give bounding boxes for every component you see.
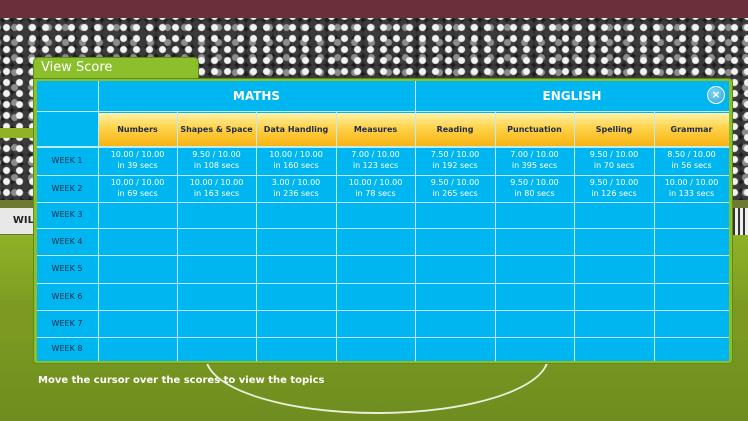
- grid-line: [37, 202, 729, 203]
- score-cell[interactable]: 8.50 / 10.00 in 56 secs: [654, 149, 729, 171]
- grid-line: [177, 112, 178, 361]
- column-header-reading: Reading: [436, 125, 474, 134]
- score-cell[interactable]: 10.00 / 10.00 in 78 secs: [336, 177, 415, 199]
- row-label-week-2: WEEK 2: [51, 184, 83, 193]
- hint-text: Move the cursor over the scores to view …: [38, 375, 325, 386]
- row-label-week-1: WEEK 1: [51, 156, 83, 165]
- score-cell[interactable]: 9.50 / 10.00 in 265 secs: [415, 177, 495, 199]
- score-value: 10.00 / 10.00: [110, 150, 165, 159]
- column-header-bg: [98, 113, 177, 146]
- score-time: in 133 secs: [668, 189, 715, 198]
- column-header-grammar: Grammar: [670, 125, 713, 134]
- score-value: 10.00 / 10.00: [664, 178, 719, 187]
- score-value: 3.00 / 10.00: [271, 178, 321, 187]
- score-cell[interactable]: 7.00 / 10.00 in 123 secs: [336, 149, 415, 171]
- grid-line: [37, 147, 729, 148]
- score-cell[interactable]: 7.50 / 10.00 in 192 secs: [415, 149, 495, 171]
- score-value: 7.00 / 10.00: [351, 150, 400, 159]
- column-header-bg: [415, 113, 495, 146]
- score-time: in 160 secs: [273, 161, 319, 170]
- score-value: 10.00 / 10.00: [110, 178, 165, 187]
- score-cell[interactable]: 10.00 / 10.00 in 69 secs: [98, 177, 177, 199]
- grid-line: [37, 310, 729, 311]
- score-value: 8.50 / 10.00: [667, 150, 716, 159]
- score-cell[interactable]: 10.00 / 10.00 in 39 secs: [98, 149, 177, 171]
- column-header-bg: [177, 113, 256, 146]
- score-value: 9.50 / 10.00: [430, 178, 480, 187]
- stadium-banner-right: [730, 208, 748, 238]
- grid-line: [37, 255, 729, 256]
- score-cell[interactable]: 9.50 / 10.00 in 70 secs: [574, 149, 654, 171]
- row-label-week-4: WEEK 4: [51, 237, 83, 246]
- column-header-bg: [256, 113, 336, 146]
- score-value: 9.50 / 10.00: [192, 150, 241, 159]
- row-label-week-5: WEEK 5: [51, 264, 83, 273]
- grid-line: [37, 228, 729, 229]
- grid-line: [37, 283, 729, 284]
- grid-line: [37, 337, 729, 338]
- grid-line: [37, 111, 729, 112]
- score-cell[interactable]: 10.00 / 10.00 in 133 secs: [654, 177, 729, 199]
- grid-line: [37, 146, 729, 147]
- score-time: in 70 secs: [593, 161, 635, 170]
- stadium-banner: WIL: [0, 208, 36, 234]
- score-time: in 395 secs: [511, 161, 558, 170]
- group-header-maths: MATHS: [232, 89, 281, 103]
- score-time: in 163 secs: [193, 189, 240, 198]
- score-time: in 69 secs: [117, 189, 158, 198]
- close-button[interactable]: ×: [707, 86, 725, 104]
- column-header-measures: Measures: [353, 125, 398, 134]
- row-label-week-3: WEEK 3: [51, 210, 83, 219]
- row-label-week-7: WEEK 7: [51, 319, 83, 328]
- column-header-punctuation: Punctuation: [507, 125, 562, 134]
- grid-line: [336, 112, 337, 361]
- column-header-bg: [654, 113, 729, 146]
- grid-line: [98, 81, 99, 361]
- score-cell[interactable]: 10.00 / 10.00 in 163 secs: [177, 177, 256, 199]
- grid-line: [256, 112, 257, 361]
- column-header-bg: [336, 113, 415, 146]
- column-header-numbers: Numbers: [117, 125, 158, 134]
- score-value: 9.50 / 10.00: [589, 178, 639, 187]
- pitch-edge: [0, 128, 34, 138]
- score-value: 10.00 / 10.00: [269, 150, 323, 159]
- grid-line: [415, 81, 416, 361]
- score-value: 7.00 / 10.00: [510, 150, 559, 159]
- score-time: in 126 secs: [591, 189, 637, 198]
- score-time: in 236 secs: [273, 189, 319, 198]
- score-cell[interactable]: 9.50 / 10.00 in 126 secs: [574, 177, 654, 199]
- column-header-data-handling: Data Handling: [263, 125, 329, 134]
- group-header-english: ENGLISH: [542, 89, 602, 103]
- score-time: in 78 secs: [355, 189, 396, 198]
- view-score-tab: View Score: [33, 57, 199, 79]
- score-value: 10.00 / 10.00: [348, 178, 403, 187]
- score-value: 9.50 / 10.00: [510, 178, 559, 187]
- score-time: in 192 secs: [432, 161, 478, 170]
- score-time: in 56 secs: [671, 161, 712, 170]
- grid-line: [574, 112, 575, 361]
- row-label-week-8: WEEK 8: [51, 344, 83, 353]
- score-time: in 123 secs: [352, 161, 399, 170]
- column-header-bg: [495, 113, 574, 146]
- column-header-shapes-space: Shapes & Space: [180, 125, 253, 134]
- score-time: in 39 secs: [117, 161, 158, 170]
- row-label-week-6: WEEK 6: [51, 292, 83, 301]
- score-cell[interactable]: 9.50 / 10.00 in 108 secs: [177, 149, 256, 171]
- score-time: in 80 secs: [514, 189, 555, 198]
- score-cell[interactable]: 10.00 / 10.00 in 160 secs: [256, 149, 336, 171]
- column-header-bg: [574, 113, 654, 146]
- score-cell[interactable]: 7.00 / 10.00 in 395 secs: [495, 149, 574, 171]
- stand-roof: [0, 0, 748, 18]
- score-time: in 265 secs: [432, 189, 478, 198]
- score-cell[interactable]: 3.00 / 10.00 in 236 secs: [256, 177, 336, 199]
- score-cell[interactable]: 9.50 / 10.00 in 80 secs: [495, 177, 574, 199]
- grid-line: [37, 175, 729, 176]
- score-value: 9.50 / 10.00: [589, 150, 639, 159]
- score-time: in 108 secs: [193, 161, 240, 170]
- grid-line: [495, 112, 496, 361]
- grid-line: [654, 112, 655, 361]
- column-header-spelling: Spelling: [595, 125, 633, 134]
- score-value: 10.00 / 10.00: [189, 178, 244, 187]
- score-value: 7.50 / 10.00: [430, 150, 480, 159]
